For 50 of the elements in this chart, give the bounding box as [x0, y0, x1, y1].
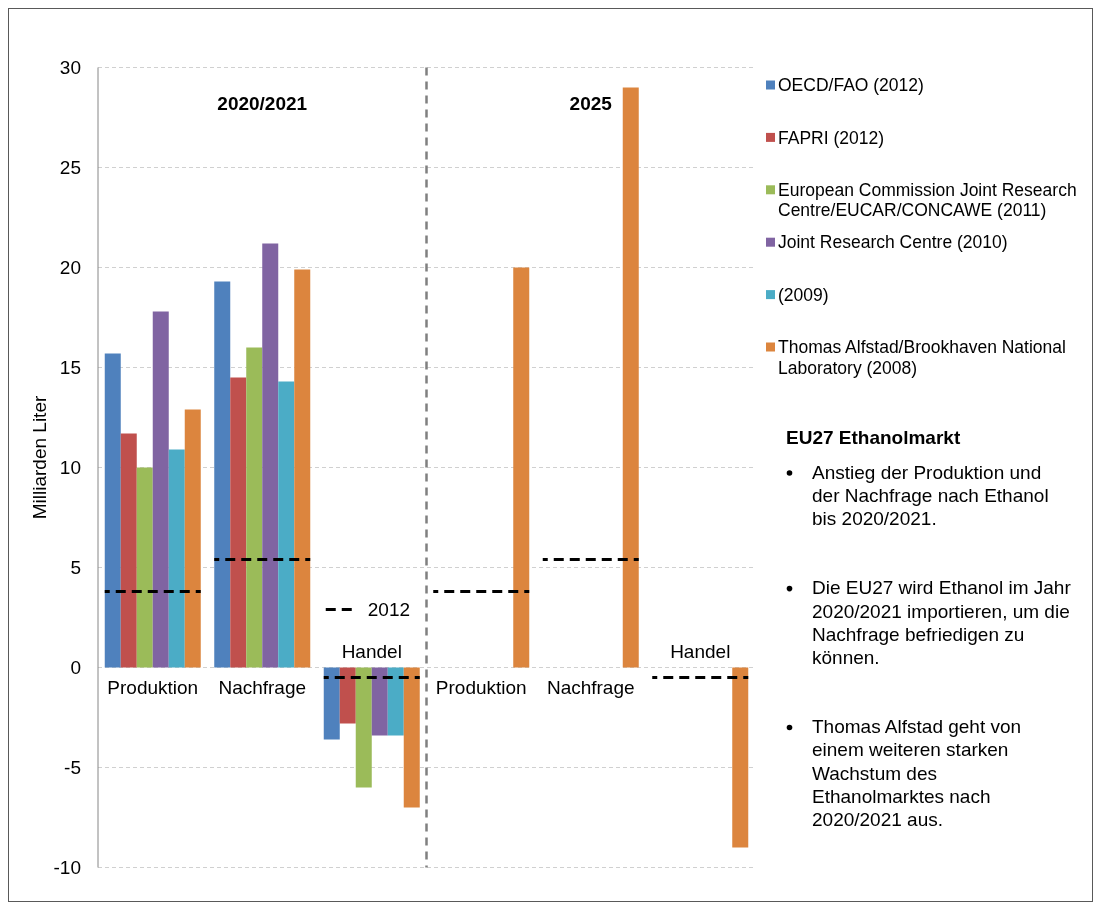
bar — [230, 377, 247, 668]
text: Die EU27 wird Ethanol im Jahr 2020/2021 importieren, um die Nachfrage befriedigen zu können. — [812, 577, 1072, 669]
bar — [120, 433, 137, 668]
legend-label: (2009) — [778, 284, 829, 305]
bar — [622, 87, 639, 668]
y-tick-label: 15 — [59, 357, 81, 379]
x-tick-label: Handel — [670, 641, 731, 663]
bar — [262, 243, 279, 668]
x-tick-label: Produktion — [107, 677, 199, 699]
y-tick-label: 25 — [59, 157, 81, 179]
bar — [323, 667, 340, 740]
bar — [513, 267, 530, 668]
y-tick-label: -10 — [53, 857, 81, 879]
y-tick-label: 5 — [70, 557, 81, 579]
bar — [246, 347, 263, 668]
x-tick-label: Nachfrage — [546, 677, 635, 699]
text: Thomas Alfstad geht von einem weiteren starken Wachstum des Ethanolmarktes nach 2020/2021 aus. — [812, 716, 1022, 831]
y-tick-label: 30 — [59, 57, 81, 79]
legend-label: OECD/FAO (2012) — [778, 75, 924, 96]
bar — [152, 311, 169, 668]
bar — [387, 667, 404, 736]
bar — [355, 667, 372, 788]
text: EU27 Ethanolmarkt — [786, 426, 961, 448]
bar — [294, 269, 311, 668]
legend-label: European Commission Joint Research Centre/EUCAR/CONCAWE (2011) — [778, 179, 1077, 221]
y-tick-label: -5 — [64, 757, 81, 779]
bar — [136, 467, 153, 668]
bar — [184, 409, 201, 668]
text: Anstieg der Produktion und der Nachfrage nach Ethanol bis 2020/2021. — [812, 461, 1049, 530]
annotation: 2025 — [569, 93, 613, 115]
bar — [371, 667, 388, 736]
annotation: 2020/2021 — [217, 93, 308, 115]
bar — [732, 667, 749, 848]
x-tick-label: Produktion — [435, 677, 527, 699]
bar — [278, 381, 295, 668]
x-tick-label: Handel — [341, 641, 402, 663]
bar — [403, 667, 420, 808]
bar — [339, 667, 356, 724]
bar — [168, 449, 185, 668]
y-tick-label: 20 — [59, 257, 81, 279]
y-axis-title: Milliarden Liter — [28, 395, 50, 520]
bar — [104, 353, 121, 668]
x-tick-label: Nachfrage — [218, 677, 307, 699]
legend-label: 2012 — [367, 599, 411, 621]
legend-label: Thomas Alfstad/Brookhaven National Laboratory (2008) — [778, 337, 1066, 378]
bar — [214, 281, 231, 668]
legend-label: Joint Research Centre (2010) — [778, 232, 1008, 253]
legend-label: FAPRI (2012) — [778, 127, 885, 148]
y-tick-label: 0 — [70, 657, 81, 679]
y-tick-label: 10 — [59, 457, 81, 479]
